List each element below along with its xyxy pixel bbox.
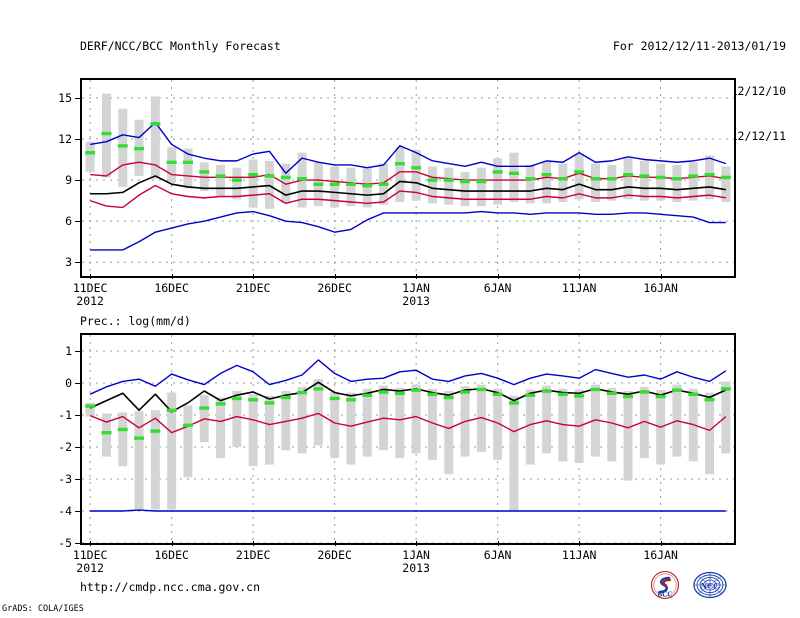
ncc-logo-label: NCC (701, 580, 720, 590)
x-tick-label: 11DEC (72, 548, 108, 562)
temperature-chart-panel (80, 78, 736, 278)
x-tick-mark (497, 541, 499, 546)
x-tick-mark (171, 274, 173, 279)
y-tick-label: 12 (58, 131, 72, 146)
x-tick-label: 6JAN (483, 548, 512, 562)
x-tick-label: 16DEC (154, 281, 189, 295)
forecast-title: DERF/NCC/BCC Monthly Forecast (80, 39, 281, 53)
x-tick-mark (660, 274, 662, 279)
x-tick-mark (253, 274, 255, 279)
x-tick-mark (334, 541, 336, 546)
x-tick-label: 1JAN (402, 548, 430, 562)
x-tick-label: 11JAN (561, 548, 597, 562)
x-tick-label: 11DEC (72, 281, 108, 295)
ncc-logo-icon: NCC (693, 571, 727, 599)
precipitation-chart-panel (80, 333, 736, 545)
x-tick-label: 16JAN (643, 548, 678, 562)
y-tick-label: -1 (58, 408, 72, 422)
x-tick-sublabel: 2012 (76, 561, 104, 575)
y-tick-label: -5 (58, 536, 72, 550)
y-tick-label: -3 (58, 472, 72, 486)
y-tick-label: 1 (65, 344, 72, 358)
bcc-logo-label: BCC (657, 590, 672, 598)
y-tick-label: 0 (65, 376, 72, 390)
x-tick-mark (579, 274, 581, 279)
y-tick-mark (75, 180, 80, 182)
y-tick-mark (75, 383, 80, 384)
y-tick-mark (75, 543, 80, 544)
bcc-logo-icon: BCC (650, 570, 680, 600)
x-tick-label: 16JAN (643, 281, 678, 295)
x-tick-label: 16DEC (154, 548, 189, 562)
x-tick-sublabel: 2012 (76, 294, 104, 308)
y-tick-mark (75, 221, 80, 223)
y-tick-label: 9 (65, 173, 72, 188)
x-tick-mark (660, 541, 662, 546)
x-tick-mark (90, 541, 92, 546)
y-tick-mark (75, 97, 80, 99)
y-tick-mark (75, 511, 80, 512)
x-tick-label: 1JAN (402, 281, 430, 295)
x-tick-sublabel: 2013 (402, 294, 430, 308)
y-tick-mark (75, 447, 80, 448)
x-tick-label: 11JAN (561, 281, 597, 295)
y-tick-mark (75, 138, 80, 140)
y-tick-mark (75, 415, 80, 416)
x-tick-mark (171, 541, 173, 546)
x-tick-label: 26DEC (317, 548, 352, 562)
x-tick-mark (253, 541, 255, 546)
x-tick-mark (416, 541, 418, 546)
x-tick-label: 26DEC (317, 281, 352, 295)
x-tick-label: 6JAN (483, 281, 512, 295)
x-tick-mark (497, 274, 499, 279)
y-tick-mark (75, 262, 80, 264)
precipitation-axis-label: Prec.: log(mm/d) (80, 314, 191, 328)
grads-credit: GrADS: COLA/IGES (2, 604, 84, 614)
precipitation-plot-area (82, 335, 734, 543)
y-tick-label: 6 (65, 214, 72, 229)
y-tick-label: -4 (58, 504, 72, 518)
y-tick-mark (75, 479, 80, 480)
temperature-plot-area (82, 80, 734, 276)
x-tick-mark (416, 274, 418, 279)
x-tick-mark (90, 274, 92, 279)
x-tick-label: 21DEC (235, 548, 271, 562)
website-url[interactable]: http://cmdp.ncc.cma.gov.cn (80, 580, 261, 594)
x-tick-sublabel: 2013 (402, 561, 430, 575)
forecast-period-text: For 2012/12/11-2013/01/19 (612, 39, 786, 53)
y-tick-label: 15 (58, 90, 72, 105)
x-tick-label: 21DEC (235, 281, 271, 295)
y-tick-label: 3 (65, 255, 72, 270)
y-tick-label: -2 (58, 440, 72, 454)
x-tick-mark (334, 274, 336, 279)
y-tick-mark (75, 351, 80, 352)
x-tick-mark (579, 541, 581, 546)
